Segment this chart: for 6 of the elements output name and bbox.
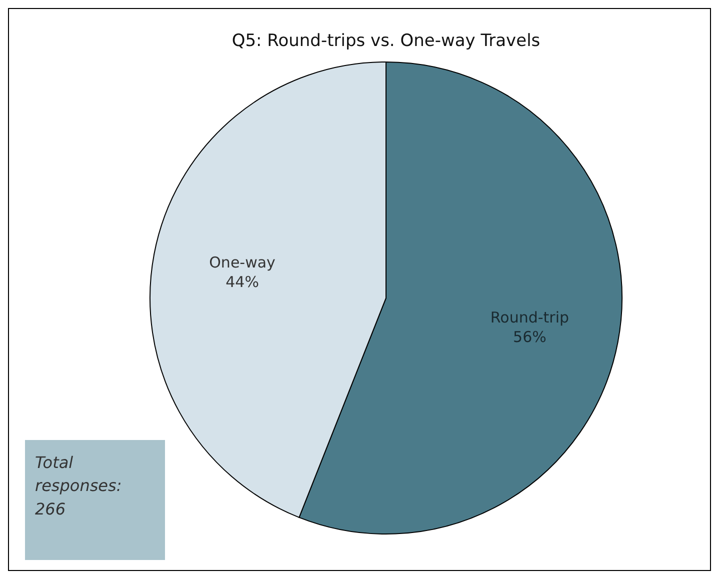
data-label: 44% <box>226 273 259 292</box>
data-label: 56% <box>513 328 546 346</box>
chart-title: Q5: Round-trips vs. One-way Travels <box>232 31 540 51</box>
text: Total responses: 266 <box>35 453 122 518</box>
slice-label: Round-trip <box>490 308 570 326</box>
slice-label: One-way <box>209 254 276 272</box>
